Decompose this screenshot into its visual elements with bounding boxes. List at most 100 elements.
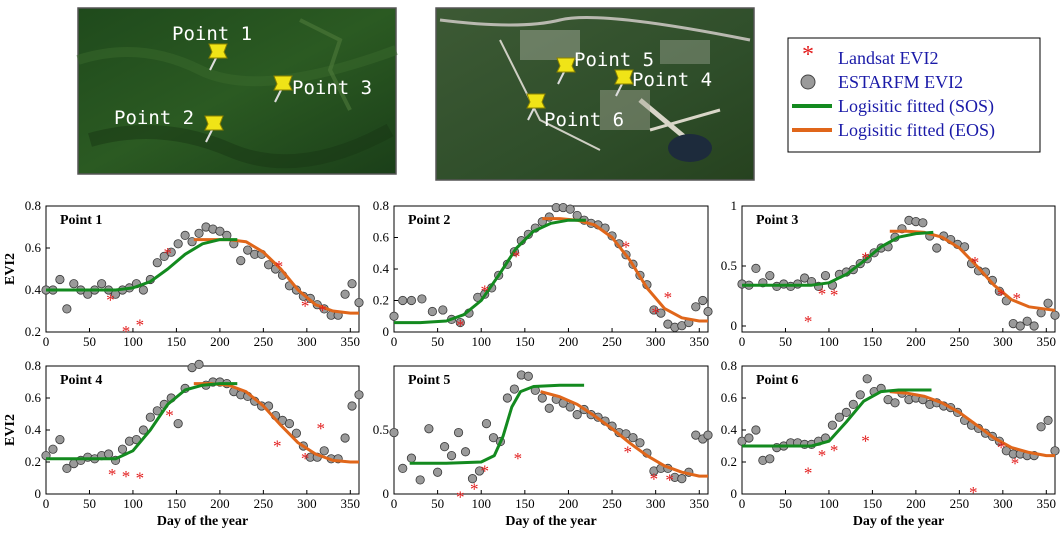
x-tick-label: 200 <box>559 334 579 349</box>
chart-title: Point 5 <box>408 373 450 388</box>
x-tick-label: 150 <box>863 334 883 349</box>
estarfm-point <box>890 398 900 408</box>
estarfm-point <box>152 406 162 416</box>
map-pin-label: Point 1 <box>172 23 252 45</box>
estarfm-point <box>291 428 301 438</box>
x-tick-label: 250 <box>254 334 274 349</box>
estarfm-point <box>703 306 713 317</box>
landsat-point: * <box>818 446 827 465</box>
y-axis-label: EVI2 <box>3 414 18 446</box>
estarfm-point <box>62 463 72 473</box>
estarfm-point <box>446 450 457 461</box>
pin-icon <box>526 93 546 109</box>
x-tick-label: 100 <box>123 496 143 511</box>
landsat-point: * <box>108 465 117 484</box>
pin-icon <box>614 69 634 85</box>
legend: * Landsat EVI2 ESTARFM EVI2 Logisitic fi… <box>787 37 1041 153</box>
estarfm-point <box>656 308 666 318</box>
estarfm-point <box>744 433 754 443</box>
landsat-point: * <box>1011 454 1020 473</box>
landsat-point: * <box>624 442 633 461</box>
x-axis-label: Day of the year <box>853 514 944 529</box>
x-tick-label: 250 <box>950 334 970 349</box>
landsat-point: * <box>861 432 870 451</box>
estarfm-point <box>138 425 148 435</box>
estarfm-point <box>628 433 638 443</box>
x-tick-label: 350 <box>1037 334 1057 349</box>
map-pin-label: Point 2 <box>114 107 194 129</box>
map-pin: Point 2 <box>114 107 224 143</box>
estarfm-point <box>398 463 408 473</box>
estarfm-point <box>166 247 176 257</box>
estarfm-point <box>104 449 114 459</box>
estarfm-point <box>433 467 443 477</box>
landsat-point: * <box>480 462 489 481</box>
estarfm-point <box>417 294 427 304</box>
y-tick-label: 0.2 <box>25 454 41 469</box>
estarfm-point <box>194 228 204 238</box>
estarfm-point <box>691 302 701 312</box>
landsat-point: * <box>622 237 631 256</box>
landsat-point: * <box>273 436 282 455</box>
x-tick-label: 350 <box>341 334 361 349</box>
x-tick-label: 300 <box>297 334 317 349</box>
estarfm-point <box>635 438 645 448</box>
estarfm-point <box>455 317 465 328</box>
x-tick-label: 350 <box>1037 496 1057 511</box>
landsat-point: * <box>136 316 145 335</box>
estarfm-point <box>751 263 761 273</box>
landsat-point: * <box>165 406 174 425</box>
estarfm-point <box>460 447 471 457</box>
pin-icon <box>204 115 224 131</box>
legend-estarfm-label: ESTARFM EVI2 <box>838 72 963 92</box>
landsat-point: * <box>830 286 839 305</box>
estarfm-point <box>820 270 831 281</box>
estarfm-point <box>959 242 970 252</box>
map-pin-label: Point 6 <box>544 109 624 131</box>
x-tick-label: 250 <box>602 496 622 511</box>
landsat-point: * <box>122 467 131 486</box>
estarfm-point <box>848 399 858 409</box>
estarfm-point <box>354 297 364 308</box>
y-tick-label: 1 <box>731 198 738 213</box>
y-tick-label: 0.2 <box>373 293 389 308</box>
y-tick-label: 0.8 <box>25 358 41 373</box>
x-tick-label: 300 <box>297 496 317 511</box>
landsat-point: * <box>804 312 813 331</box>
sos-fitted-line <box>742 388 932 448</box>
estarfm-point <box>347 401 357 411</box>
estarfm-point <box>1029 321 1039 331</box>
estarfm-point <box>827 420 838 430</box>
landsat-point: * <box>456 316 465 335</box>
y-tick-label: 0 <box>383 486 390 501</box>
map-pin: Point 1 <box>172 23 252 71</box>
estarfm-point <box>389 427 399 438</box>
y-tick-label: 0.6 <box>25 240 42 255</box>
chart-panel: 0 50 100 150 200 250 300 350 0.2 0.4 0.6 0.8 * * * * * * *… <box>3 198 364 349</box>
map-pin: Point 3 <box>273 75 372 103</box>
estarfm-point <box>340 289 350 299</box>
estarfm-point <box>677 474 687 484</box>
y-tick-label: 0.6 <box>373 230 390 245</box>
estarfm-point <box>48 444 58 454</box>
landsat-point: * <box>470 480 479 499</box>
landsat-point: * <box>971 253 980 272</box>
y-tick-label: 0.2 <box>721 454 737 469</box>
x-tick-label: 350 <box>341 496 361 511</box>
y-tick-label: 0.2 <box>25 324 41 339</box>
estarfm-point <box>347 279 357 289</box>
pin-icon <box>556 57 576 73</box>
estarfm-point <box>284 418 295 429</box>
estarfm-point <box>173 418 183 429</box>
estarfm-point <box>1050 310 1060 320</box>
estarfm-point <box>1015 321 1025 331</box>
landsat-point: * <box>122 322 131 341</box>
x-tick-label: 0 <box>739 496 746 511</box>
legend-landsat-label: Landsat EVI2 <box>838 48 938 68</box>
estarfm-point <box>97 279 107 289</box>
x-axis-label: Day of the year <box>157 514 248 529</box>
x-tick-label: 100 <box>123 334 143 349</box>
chart-title: Point 2 <box>408 213 450 228</box>
landsat-point: * <box>301 449 310 468</box>
